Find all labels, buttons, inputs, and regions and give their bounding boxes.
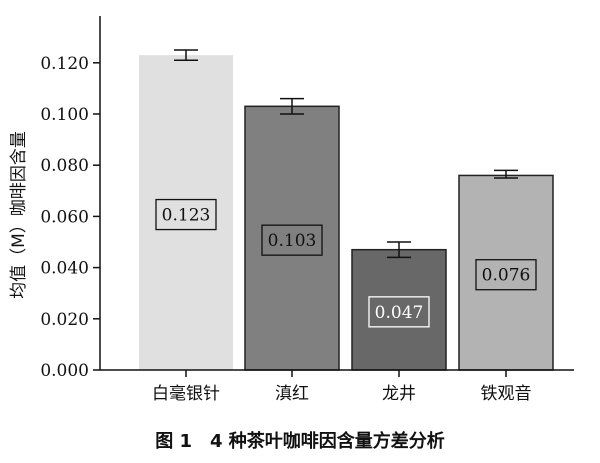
y-tick-label-0: 0.000: [40, 361, 89, 381]
y-tick-label-6: 0.120: [40, 54, 89, 74]
y-tick-label-5: 0.100: [40, 105, 89, 125]
figure-caption: 图 1 4 种茶叶咖啡因含量方差分析: [155, 431, 445, 452]
value-label-1: 0.103: [268, 231, 317, 251]
x-tick-label-2: 龙井: [382, 384, 416, 404]
value-label-box-2: [368, 296, 430, 328]
value-label-2: 0.047: [375, 303, 424, 323]
y-tick-label-4: 0.080: [40, 156, 89, 176]
value-label-box-3: [475, 259, 537, 291]
y-tick-label-1: 0.020: [40, 310, 89, 330]
x-tick-label-3: 铁观音: [481, 384, 532, 404]
bar-chart: 0.123 0.103 0.047 0.076 0.000 0.020 0.040 0.06…: [9, 16, 574, 404]
value-label-box-1: [261, 224, 323, 256]
y-axis-title: 均值（M）咖啡因含量: [9, 131, 29, 299]
bars-group: 0.123 0.103 0.047 0.076: [139, 49, 554, 371]
y-tick-label-3: 0.060: [40, 207, 89, 227]
bar-0: [139, 55, 233, 371]
axes-group: 0.000 0.020 0.040 0.060 0.080 0.100 0.120 白毫银针 滇…: [9, 16, 574, 404]
x-tick-label-1: 滇红: [275, 384, 309, 404]
value-label-box-0: [155, 198, 217, 231]
value-label-3: 0.076: [482, 266, 531, 286]
y-tick-label-2: 0.040: [40, 259, 89, 279]
x-tick-label-0: 白毫银针: [152, 384, 220, 404]
value-label-0: 0.123: [162, 206, 211, 226]
